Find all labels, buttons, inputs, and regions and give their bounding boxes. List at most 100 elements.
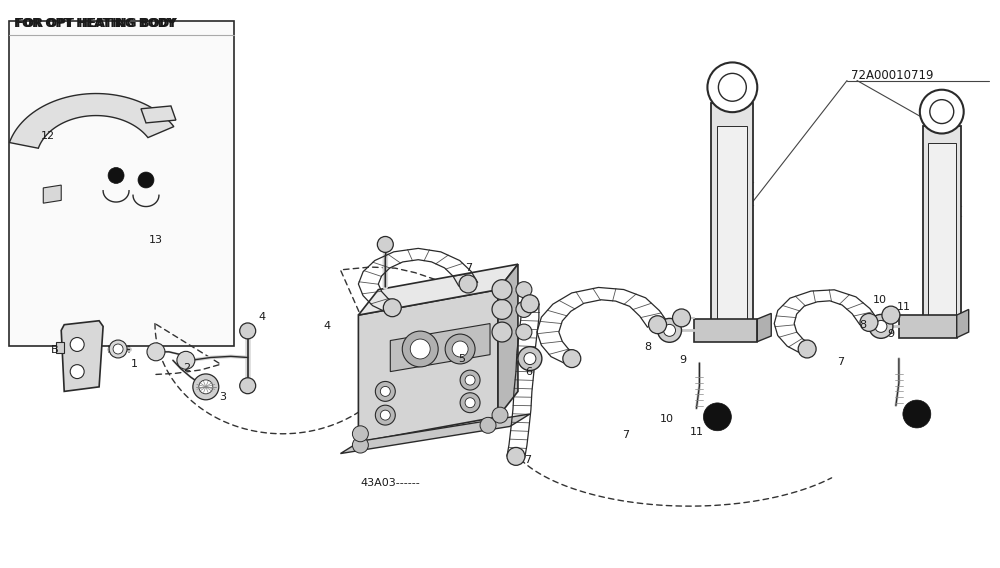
Text: 43A03------: 43A03------ [360, 478, 420, 488]
Text: 10: 10 [660, 414, 674, 424]
Text: 11: 11 [897, 302, 911, 312]
Circle shape [516, 282, 532, 298]
Circle shape [707, 62, 757, 112]
Circle shape [882, 306, 900, 324]
Text: 13: 13 [149, 235, 163, 245]
Text: 7: 7 [837, 357, 844, 367]
Circle shape [860, 314, 878, 331]
Circle shape [70, 365, 84, 379]
Circle shape [658, 319, 681, 343]
Text: 9: 9 [887, 329, 894, 339]
Circle shape [452, 341, 468, 357]
Circle shape [352, 437, 368, 453]
Circle shape [459, 275, 477, 293]
Text: 11: 11 [689, 427, 703, 437]
Circle shape [492, 299, 512, 319]
Text: 3: 3 [219, 392, 226, 402]
Circle shape [798, 340, 816, 358]
Polygon shape [923, 126, 961, 331]
Circle shape [113, 344, 123, 354]
Text: 9: 9 [680, 355, 687, 365]
Circle shape [109, 340, 127, 358]
Circle shape [903, 400, 931, 428]
Circle shape [524, 353, 536, 365]
Circle shape [480, 417, 496, 433]
Polygon shape [757, 314, 771, 342]
Circle shape [492, 407, 508, 423]
Text: 12: 12 [41, 131, 55, 141]
Polygon shape [694, 319, 757, 342]
Circle shape [108, 168, 124, 183]
Circle shape [375, 405, 395, 425]
Text: 4: 4 [323, 321, 331, 331]
Polygon shape [498, 264, 518, 417]
Bar [928, 143, 956, 331]
Text: FOR OPT HEATING BODY: FOR OPT HEATING BODY [16, 18, 177, 31]
Circle shape [460, 392, 480, 412]
Circle shape [240, 378, 256, 394]
Polygon shape [9, 94, 174, 148]
Circle shape [718, 73, 746, 101]
Text: 7: 7 [524, 456, 531, 465]
Circle shape [138, 172, 154, 188]
Circle shape [465, 375, 475, 385]
Text: 10: 10 [873, 295, 887, 305]
Circle shape [377, 236, 393, 252]
Circle shape [516, 324, 532, 340]
Polygon shape [899, 315, 957, 338]
Polygon shape [957, 310, 969, 338]
Polygon shape [340, 414, 530, 454]
Circle shape [930, 99, 954, 124]
Circle shape [563, 350, 581, 367]
Circle shape [445, 334, 475, 364]
Circle shape [492, 322, 512, 342]
Polygon shape [61, 321, 103, 391]
Text: 6: 6 [525, 366, 532, 377]
Circle shape [193, 374, 219, 400]
Text: 8: 8 [859, 320, 866, 329]
Polygon shape [56, 342, 64, 353]
Circle shape [460, 370, 480, 390]
Circle shape [869, 315, 893, 339]
Text: FOR OPT HEATING BODY: FOR OPT HEATING BODY [14, 18, 175, 31]
Polygon shape [141, 106, 176, 123]
Circle shape [240, 323, 256, 339]
Text: 5: 5 [458, 354, 465, 364]
Circle shape [177, 352, 195, 369]
Text: B: B [51, 345, 59, 354]
Bar [9, 21, 234, 346]
Polygon shape [358, 290, 498, 442]
Circle shape [465, 398, 475, 408]
Polygon shape [711, 103, 753, 336]
Circle shape [920, 90, 964, 133]
Circle shape [70, 337, 84, 352]
Circle shape [199, 380, 213, 394]
Polygon shape [358, 264, 518, 315]
Circle shape [516, 302, 532, 318]
Circle shape [352, 426, 368, 442]
Circle shape [402, 331, 438, 367]
Circle shape [383, 299, 401, 317]
Circle shape [380, 410, 390, 420]
Polygon shape [390, 324, 490, 371]
Text: 72A00010719: 72A00010719 [851, 69, 934, 82]
Circle shape [518, 346, 542, 370]
Text: 2: 2 [183, 362, 190, 373]
Circle shape [649, 316, 667, 333]
Circle shape [664, 324, 676, 336]
Circle shape [875, 320, 887, 332]
Text: 8: 8 [645, 343, 652, 352]
Circle shape [673, 309, 690, 327]
Circle shape [380, 386, 390, 396]
Circle shape [703, 403, 731, 431]
Text: 4: 4 [259, 312, 266, 322]
Bar [717, 126, 747, 336]
Circle shape [507, 448, 525, 465]
Text: 7: 7 [465, 263, 472, 273]
Circle shape [147, 343, 165, 361]
Polygon shape [43, 185, 61, 203]
Text: 7: 7 [622, 431, 629, 440]
Text: 1: 1 [131, 360, 138, 369]
Circle shape [521, 295, 539, 313]
Circle shape [375, 382, 395, 402]
